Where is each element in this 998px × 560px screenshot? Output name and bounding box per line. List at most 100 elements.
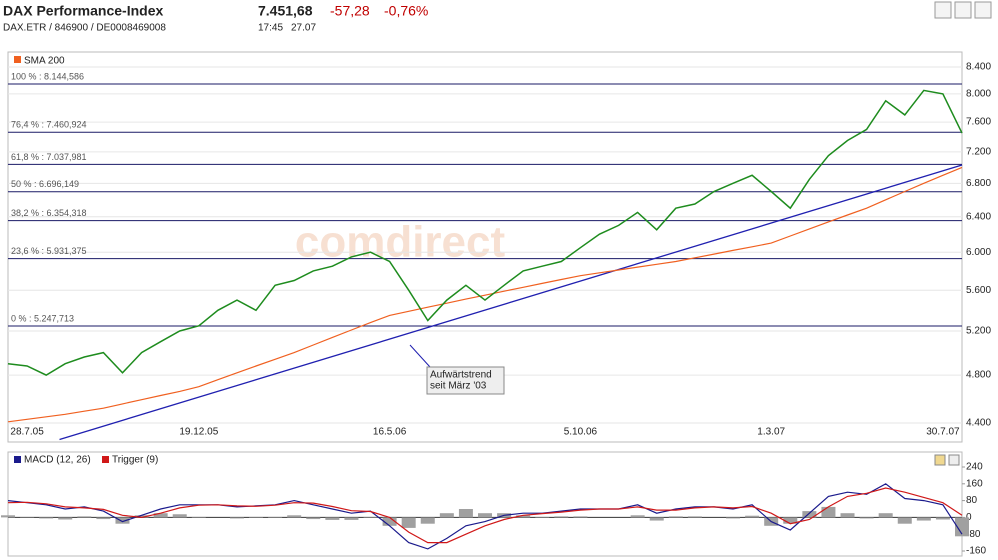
y-tick-label: 4.400 xyxy=(966,418,991,429)
histogram-bar xyxy=(668,516,683,518)
histogram-bar xyxy=(306,517,321,520)
y-tick-label: 6.000 xyxy=(966,247,991,258)
histogram-bar xyxy=(916,517,931,521)
fib-label: 61,8 % : 7.037,981 xyxy=(11,152,87,162)
fib-label: 38,2 % : 6.354,318 xyxy=(11,208,87,218)
panel-button[interactable] xyxy=(948,454,960,466)
histogram-bar xyxy=(802,511,817,518)
y-tick-label: 7.600 xyxy=(966,117,991,128)
histogram-bar xyxy=(726,517,741,519)
y-tick-label: 240 xyxy=(966,462,983,473)
watermark: comdirect xyxy=(295,218,506,267)
x-tick-label: 28.7.05 xyxy=(10,427,44,438)
histogram-bar xyxy=(821,506,836,518)
sma-line xyxy=(7,166,963,423)
histogram-bar xyxy=(745,515,760,518)
fib-label: 100 % : 8.144,586 xyxy=(11,71,84,81)
histogram-bar xyxy=(783,517,798,524)
macd-line xyxy=(7,483,963,550)
histogram-bar xyxy=(478,513,492,518)
legend-label: SMA 200 xyxy=(24,56,65,67)
callout-box xyxy=(426,366,505,395)
histogram-bar xyxy=(96,517,111,520)
y-tick-label: 7.200 xyxy=(966,147,991,158)
y-tick-label: 6.400 xyxy=(966,211,991,222)
y-tick-label: 5.200 xyxy=(966,326,991,337)
x-tick-label: 5.10.06 xyxy=(564,427,598,438)
histogram-bar xyxy=(153,513,168,518)
legend-label: Trigger (9) xyxy=(112,455,158,466)
y-tick-label: -160 xyxy=(966,546,986,557)
y-tick-label: -80 xyxy=(966,529,981,540)
y-tick-label: 6.800 xyxy=(966,178,991,189)
histogram-bar xyxy=(458,509,473,518)
change: -57,28 xyxy=(330,3,370,19)
histogram-bar xyxy=(955,517,969,537)
y-tick-label: 8.400 xyxy=(966,62,991,73)
histogram-bar xyxy=(325,517,340,520)
histogram-bar xyxy=(554,516,569,518)
histogram-bar xyxy=(573,516,588,518)
subtitle: DAX.ETR / 846900 / DE0008469008 xyxy=(3,23,166,34)
macd-frame xyxy=(7,451,963,557)
main-frame xyxy=(7,51,963,443)
fib-label: 76,4 % : 7.460,924 xyxy=(11,120,87,130)
histogram-bar xyxy=(687,516,702,518)
histogram-bar xyxy=(935,517,950,520)
title: DAX Performance-Index xyxy=(3,3,163,19)
histogram-bar xyxy=(630,515,645,518)
histogram-bar xyxy=(897,517,912,524)
date: 27.07 xyxy=(291,23,316,34)
y-tick-label: 4.800 xyxy=(966,370,991,381)
y-tick-label: 5.600 xyxy=(966,285,991,296)
histogram-bar xyxy=(77,516,92,518)
legend-label: MACD (12, 26) xyxy=(24,455,91,466)
fib-label: 0 % : 5.247,713 xyxy=(11,313,74,323)
x-tick-label: 1.3.07 xyxy=(757,427,785,438)
histogram-bar xyxy=(401,517,416,528)
histogram-bar xyxy=(287,515,302,518)
histogram-bar xyxy=(344,517,359,520)
histogram-bar xyxy=(382,517,397,526)
annotation: Aufwärtstrend xyxy=(430,370,492,381)
change-pct: -0,76% xyxy=(384,3,428,19)
legend-swatch xyxy=(14,56,21,63)
y-tick-label: 160 xyxy=(966,478,983,489)
icon-button[interactable] xyxy=(954,1,972,19)
histogram-bar xyxy=(1,515,15,518)
time: 17:45 xyxy=(258,23,283,34)
fib-label: 50 % : 6.696,149 xyxy=(11,179,79,189)
histogram-bar xyxy=(840,513,855,518)
histogram-bar xyxy=(134,515,149,518)
icon-button[interactable] xyxy=(974,1,992,19)
histogram-bar xyxy=(115,517,130,524)
x-tick-label: 30.7.07 xyxy=(926,427,960,438)
legend-swatch xyxy=(102,456,109,463)
legend-swatch xyxy=(14,456,21,463)
annotation: seit März '03 xyxy=(430,381,487,392)
histogram-bar xyxy=(420,517,435,524)
macd-line xyxy=(7,487,963,544)
histogram-bar xyxy=(172,514,187,518)
histogram-bar xyxy=(516,515,531,518)
y-tick-label: 80 xyxy=(966,495,978,506)
price-line xyxy=(7,89,963,376)
fib-label: 23,6 % : 5.931,375 xyxy=(11,246,87,256)
callout-leader xyxy=(409,344,431,368)
histogram-bar xyxy=(859,517,874,519)
trendline xyxy=(59,164,963,441)
y-tick-label: 8.000 xyxy=(966,89,991,100)
x-tick-label: 19.12.05 xyxy=(179,427,218,438)
histogram-bar xyxy=(649,517,664,521)
panel-button[interactable] xyxy=(934,454,946,466)
histogram-bar xyxy=(878,513,893,518)
histogram-bar xyxy=(229,517,244,519)
x-tick-label: 16.5.06 xyxy=(373,427,407,438)
histogram-bar xyxy=(439,513,454,518)
histogram-bar xyxy=(39,517,54,519)
icon-button[interactable] xyxy=(934,1,952,19)
price: 7.451,68 xyxy=(258,3,313,19)
histogram-bar xyxy=(58,517,73,520)
